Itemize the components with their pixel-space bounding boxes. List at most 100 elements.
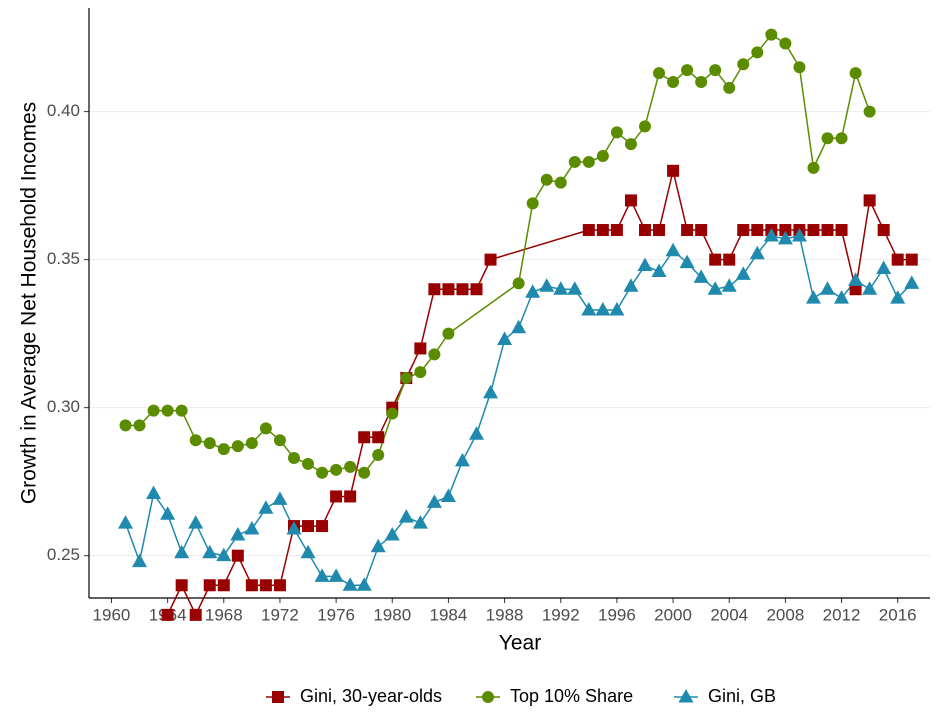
point xyxy=(344,460,357,473)
point xyxy=(695,224,708,237)
point xyxy=(216,547,232,562)
point xyxy=(428,348,441,361)
point xyxy=(356,577,372,591)
x-axis-title: Year xyxy=(499,632,541,655)
point xyxy=(258,500,274,514)
point xyxy=(189,434,202,447)
y-tick-label: 0.30 xyxy=(47,397,80,416)
point xyxy=(540,173,553,186)
point xyxy=(667,76,680,89)
point xyxy=(709,64,722,77)
point xyxy=(582,224,595,237)
x-tick-label: 2000 xyxy=(654,605,692,624)
point xyxy=(314,568,330,582)
x-tick-label: 1968 xyxy=(205,605,243,624)
y-axis-title: Growth in Average Net Household Incomes xyxy=(18,102,41,504)
point xyxy=(287,451,300,464)
point xyxy=(820,281,836,295)
point xyxy=(624,194,637,207)
point xyxy=(259,579,272,592)
point xyxy=(849,283,862,296)
point xyxy=(567,281,583,295)
legend-marker xyxy=(678,689,694,703)
point xyxy=(905,253,918,266)
x-tick-label: 2004 xyxy=(710,605,748,624)
point xyxy=(426,494,442,508)
point xyxy=(231,440,244,453)
point xyxy=(821,132,834,145)
point xyxy=(273,579,286,592)
x-tick-label: 1976 xyxy=(317,605,355,624)
point xyxy=(539,278,555,292)
point xyxy=(596,224,609,237)
point xyxy=(414,342,427,355)
x-tick-label: 2008 xyxy=(766,605,804,624)
point xyxy=(848,272,864,286)
point xyxy=(653,67,666,80)
point xyxy=(581,301,597,316)
y-tick-label: 0.40 xyxy=(47,101,80,120)
point xyxy=(203,437,216,450)
point xyxy=(863,194,876,207)
point xyxy=(512,277,525,290)
point xyxy=(763,227,779,242)
point xyxy=(637,257,653,272)
point xyxy=(497,331,513,346)
point xyxy=(286,521,302,535)
point xyxy=(667,164,680,177)
point xyxy=(610,224,623,237)
point xyxy=(751,224,764,237)
point xyxy=(807,224,820,237)
point xyxy=(582,155,595,168)
point xyxy=(175,579,188,592)
y-tick-label: 0.35 xyxy=(47,249,80,268)
point xyxy=(777,230,793,245)
legend-marker xyxy=(272,691,284,703)
point xyxy=(638,224,651,237)
point xyxy=(862,281,878,295)
legend-marker xyxy=(482,691,494,703)
point xyxy=(876,260,892,275)
point xyxy=(202,544,218,559)
point xyxy=(273,434,286,447)
point xyxy=(610,126,623,139)
x-tick-label: 1992 xyxy=(542,605,580,624)
point xyxy=(330,490,343,503)
point xyxy=(568,155,581,168)
point xyxy=(821,224,834,237)
point xyxy=(877,224,890,237)
legend-label: Gini, GB xyxy=(708,686,776,706)
point xyxy=(133,419,146,432)
point xyxy=(890,290,906,304)
point xyxy=(904,275,920,289)
point xyxy=(132,553,148,568)
point xyxy=(147,404,160,417)
point xyxy=(272,491,288,505)
point xyxy=(638,120,651,133)
point xyxy=(189,608,202,621)
point xyxy=(245,437,258,450)
point xyxy=(302,520,315,533)
point xyxy=(737,224,750,237)
point xyxy=(244,521,260,535)
y-tick-label: 0.25 xyxy=(47,545,80,564)
point xyxy=(709,253,722,266)
point xyxy=(398,509,414,523)
point xyxy=(693,269,709,283)
point xyxy=(358,466,371,479)
point xyxy=(217,443,230,456)
point xyxy=(623,278,639,292)
point xyxy=(791,227,807,242)
x-tick-label: 1972 xyxy=(261,605,299,624)
point xyxy=(891,253,904,266)
point xyxy=(596,150,609,163)
point xyxy=(735,266,751,280)
point xyxy=(469,426,485,440)
point xyxy=(470,283,483,296)
point xyxy=(400,372,413,385)
point xyxy=(723,253,736,266)
point xyxy=(160,506,176,520)
point xyxy=(245,579,258,592)
point xyxy=(300,544,316,559)
